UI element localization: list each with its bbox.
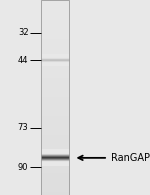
Text: 32: 32 [18, 28, 28, 37]
Text: 73: 73 [18, 123, 28, 132]
Text: 44: 44 [18, 56, 28, 65]
Text: 90: 90 [18, 163, 28, 172]
Bar [40, 0, 69, 195]
Text: RanGAP-1: RanGAP-1 [111, 153, 150, 163]
